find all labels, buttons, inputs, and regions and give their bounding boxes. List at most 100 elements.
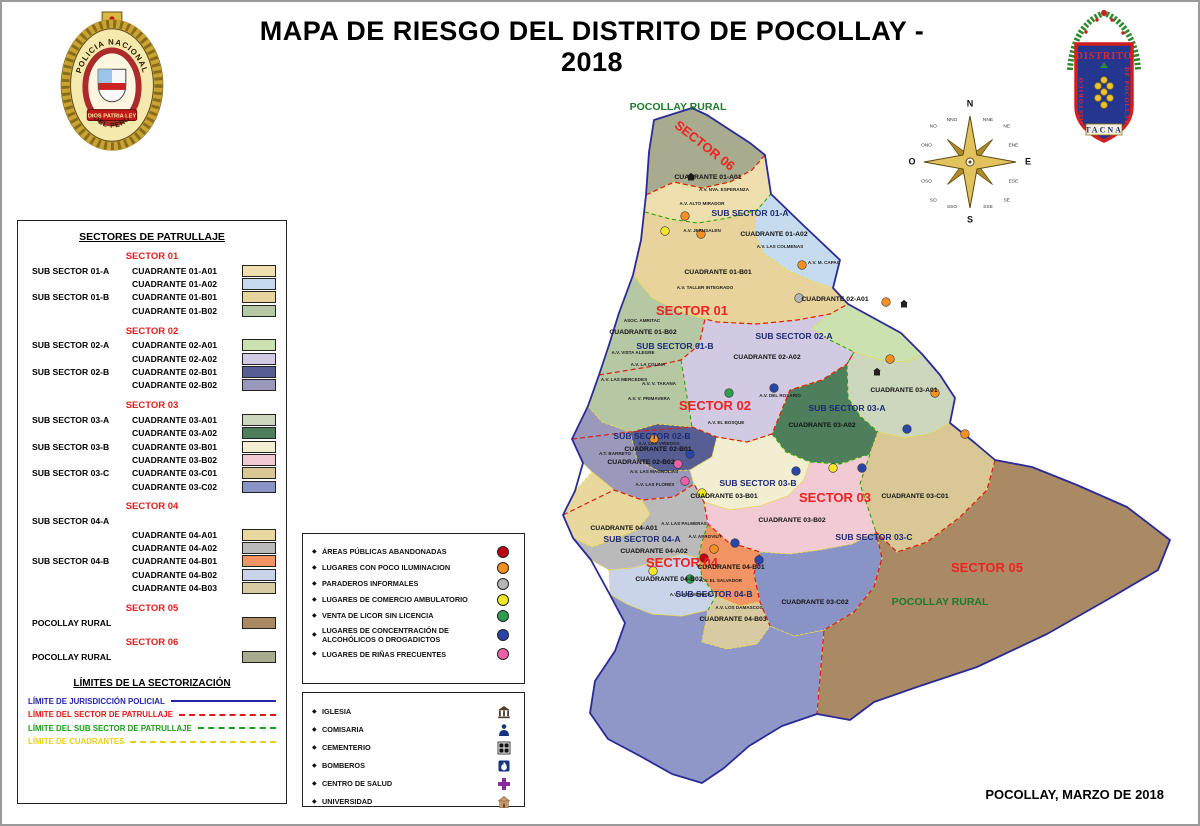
map-label-subsector: SUB SECTOR 03-A [808, 403, 885, 413]
risk-marker [828, 463, 838, 473]
region-cuadrante-03-c01 [859, 422, 996, 553]
risk-marker [685, 449, 695, 459]
street-label: A.V. LAS MERCEDES [601, 377, 647, 382]
legend-quadrant-label: CUADRANTE 03-A02 [132, 428, 217, 439]
cemetery-icon [497, 741, 511, 755]
facility-legend-row: ◆ BOMBEROS [312, 759, 515, 773]
legend-subsector-label: SUB SECTOR 03-A [32, 414, 110, 425]
district-emblem-bottom-text: TACNA [1085, 126, 1123, 135]
legend-subsector-label: POCOLLAY RURAL [32, 651, 112, 662]
compass-direction-label: O [908, 157, 915, 167]
legend-row: SUB SECTOR 03-A CUADRANTE 03-A01 [28, 413, 276, 426]
map-label-quad: CUADRANTE 01-B02 [609, 329, 676, 336]
risk-marker [680, 476, 690, 486]
risk-marker [885, 354, 895, 364]
legend-row: CUADRANTE 04-B03 [28, 581, 276, 595]
facility-legend-row: ◆ CEMENTERIO [312, 741, 515, 755]
legend-row: SUB SECTOR 04-A [28, 514, 276, 527]
legend-row: SUB SECTOR 03-C CUADRANTE 03-C01 [28, 467, 276, 480]
map-label-quad: CUADRANTE 03-C01 [881, 493, 948, 500]
street-label: A.T. BARRETO [599, 451, 631, 456]
compass-direction-label: SSO [947, 204, 957, 210]
legend-color-swatch [242, 413, 276, 426]
street-label: A.V. EL BOSQUE [708, 420, 745, 425]
risk-marker [881, 297, 891, 307]
legend-subsector-label: SUB SECTOR 03-C [32, 468, 110, 479]
legend-color-swatch [242, 541, 276, 554]
map-label-subsector: SUB SECTOR 04-B [675, 589, 752, 599]
street-label: A.V. APROVIUT [688, 534, 722, 539]
risk-marker [680, 211, 690, 221]
map-label-subsector: SUB SECTOR 03-C [835, 532, 912, 542]
legend-subsector-label: SUB SECTOR 02-B [32, 367, 110, 378]
legend-subsector-label: SUB SECTOR 03-B [32, 441, 110, 452]
map-label-subsector: SUB SECTOR 02-A [755, 331, 832, 341]
map-label-quad: CUADRANTE 03-C02 [781, 599, 848, 606]
patrol-legend-panel: SECTORES DE PATRULLAJE SECTOR 01 SUB SECT… [17, 220, 287, 804]
compass-direction-label: E [1025, 157, 1031, 167]
limit-row: LÍMITE DEL SECTOR DE PATRULLAJE [28, 708, 276, 722]
compass-direction-label: N [967, 99, 974, 109]
risk-legend-panel: ◆ ÁREAS PÚBLICAS ABANDONADAS ◆ LUGARES CON … [302, 533, 525, 684]
compass-direction-label: SSE [983, 204, 993, 210]
patrol-legend-title: SECTORES DE PATRULLAJE [79, 231, 225, 243]
risk-marker [730, 538, 740, 548]
legend-subsector-label: SUB SECTOR 02-A [32, 340, 110, 351]
legend-row: POCOLLAY RURAL [28, 650, 276, 663]
sector-boundary [645, 154, 766, 196]
risk-marker [902, 424, 912, 434]
risk-marker [685, 574, 695, 584]
legend-quadrant-label: CUADRANTE 02-A02 [132, 353, 217, 364]
compass-direction-label: NNE [983, 117, 993, 123]
district-emblem: DISTRITO HISTORICO DE POCOLLAY TACNA [1054, 8, 1154, 168]
compass-rose: N NNE NE ENE E ESE SE SSE S SSO SO OSO O ONO NO NNO [908, 99, 1031, 225]
risk-marker [649, 434, 659, 444]
legend-quadrant-label: CUADRANTE 04-B01 [132, 556, 217, 567]
risk-marker [794, 293, 804, 303]
street-label: A.V. LAS MAGNOLIAS [630, 469, 678, 474]
legend-row: CUADRANTE 03-A02 [28, 427, 276, 440]
bullet-icon: ◆ [312, 565, 317, 571]
legend-row: SUB SECTOR 03-B CUADRANTE 03-B01 [28, 440, 276, 453]
compass-direction-label: ENE [1008, 143, 1018, 149]
bullet-icon: ◆ [312, 597, 317, 603]
risk-marker [754, 555, 764, 565]
map-label-quad: CUADRANTE 04-B01 [697, 564, 764, 571]
facility-label: COMISARIA [322, 725, 364, 735]
sector-boundary [562, 483, 771, 627]
legend-color-swatch [242, 480, 276, 493]
compass-direction-label: SO [930, 197, 937, 203]
compass-direction-label: ONO [921, 143, 932, 149]
map-label-quad: CUADRANTE 02-A02 [733, 354, 800, 361]
risk-dot-icon [497, 648, 509, 661]
legend-row: SUB SECTOR 04-B CUADRANTE 04-B01 [28, 555, 276, 568]
street-label: ASOC. AMRITAC [624, 318, 661, 323]
health-cross-icon [497, 777, 511, 791]
risk-dot-icon [497, 562, 509, 574]
legend-row: CUADRANTE 03-C02 [28, 480, 276, 493]
legend-row: SUB SECTOR 02-B CUADRANTE 02-B01 [28, 365, 276, 379]
risk-marker [857, 463, 867, 473]
sector-boundary [571, 351, 855, 443]
street-label: A.V. DEL ROSARIO [759, 393, 801, 398]
legend-subsector-label: SUB SECTOR 04-B [32, 556, 110, 567]
legend-row: SUB SECTOR 02-A CUADRANTE 02-A01 [28, 339, 276, 352]
legend-subsector-label: POCOLLAY RURAL [32, 617, 112, 628]
legend-color-swatch [242, 568, 276, 581]
map-label-rural: POCOLLAY RURAL [630, 101, 727, 113]
legend-color-swatch [242, 616, 276, 629]
limits-items: LÍMITE DE JURISDICCIÓN POLICIAL LÍMITE DE… [28, 695, 276, 749]
street-label: A.V. JERUSALEN [683, 228, 721, 233]
risk-dot-icon [497, 610, 509, 622]
limit-line-sample [178, 713, 276, 716]
legend-row: CUADRANTE 02-B02 [28, 379, 276, 392]
region-cuadrante-01-b01 [632, 209, 849, 325]
legend-quadrant-label: CUADRANTE 03-C01 [132, 468, 217, 479]
risk-marker [724, 388, 734, 398]
legend-row: SUB SECTOR 01-A CUADRANTE 01-A01 [28, 264, 276, 277]
legend-row: SUB SECTOR 01-B CUADRANTE 01-B01 [28, 291, 276, 304]
limit-label: LÍMITE DEL SUB SECTOR DE PATRULLAJE [28, 723, 192, 733]
map-label-quad: CUADRANTE 01-A02 [740, 231, 807, 238]
limit-line-sample [130, 740, 276, 743]
